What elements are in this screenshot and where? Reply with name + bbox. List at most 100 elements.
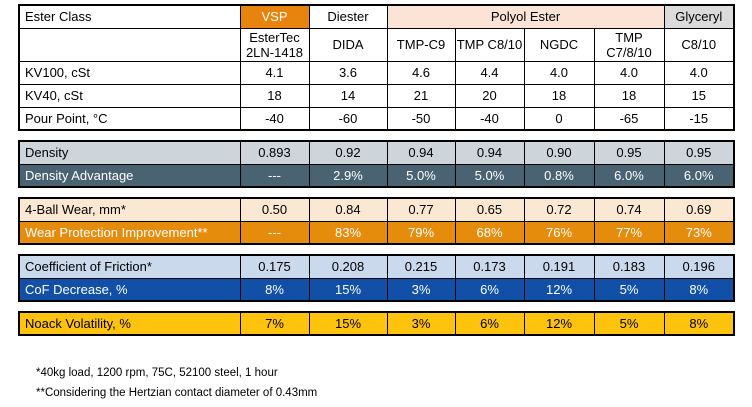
cell-coefficient-of-friction--tmp-c9: 0.215 xyxy=(386,254,456,279)
cell-pour-point-c--tmp-c9: -50 xyxy=(386,106,456,131)
cell-noack-volatility--c8-10: 8% xyxy=(663,311,735,336)
cell-4-ball-wear-mm--estertec-2ln-1418: 0.50 xyxy=(239,197,310,222)
product-header-row: EsterTec 2LN-1418 DIDA TMP-C9 TMP C8/10 NGDC… xyxy=(18,27,735,62)
table-row-density-advantage: Density Advantage --- 2.9% 5.0% 5.0% 0.8% 6.0%… xyxy=(18,163,735,188)
cell-pour-point-c--tmp-c7-8-10: -65 xyxy=(593,106,665,131)
column-header-c8-10: C8/10 xyxy=(663,27,735,62)
cell-cof-decrease--tmp-c9: 3% xyxy=(386,277,456,302)
cell-cof-decrease--ngdc: 12% xyxy=(523,277,595,302)
row-label-density: Density xyxy=(18,140,241,165)
row-label-cof-decrease: CoF Decrease, % xyxy=(18,277,241,302)
cell-cof-decrease--tmp-c7-8-10: 5% xyxy=(593,277,665,302)
cell-cof-decrease--tmp-c8-10: 6% xyxy=(454,277,525,302)
cell-kv40-cst--estertec-2ln-1418: 18 xyxy=(239,83,310,108)
cell-pour-point-c--tmp-c8-10: -40 xyxy=(454,106,525,131)
row-label-kv100-cst: KV100, cSt xyxy=(18,60,241,85)
cell-density-advantage--tmp-c9: 5.0% xyxy=(386,163,456,188)
column-group-polyol-ester: Polyol Ester xyxy=(386,4,665,29)
table-row-wear-protection-improvement: Wear Protection Improvement** --- 83% 79% 68… xyxy=(18,220,735,245)
cell-kv100-cst--ngdc: 4.0 xyxy=(523,60,595,85)
cell-noack-volatility--dida: 15% xyxy=(308,311,388,336)
cell-cof-decrease--estertec-2ln-1418: 8% xyxy=(239,277,310,302)
cell-density-advantage--estertec-2ln-1418: --- xyxy=(239,163,310,188)
row-label-wear-protection-improvement: Wear Protection Improvement** xyxy=(18,220,241,245)
cell-wear-protection-improvement--estertec-2ln-1418: --- xyxy=(239,220,310,245)
cell-coefficient-of-friction--tmp-c7-8-10: 0.183 xyxy=(593,254,665,279)
cell-density--tmp-c7-8-10: 0.95 xyxy=(593,140,665,165)
cell-pour-point-c--estertec-2ln-1418: -40 xyxy=(239,106,310,131)
table-row-kv100-cst: KV100, cSt 4.1 3.6 4.6 4.4 4.0 4.0 4.0 xyxy=(18,60,735,85)
column-header-tmp-c8-10: TMP C8/10 xyxy=(454,27,525,62)
cell-density--tmp-c9: 0.94 xyxy=(386,140,456,165)
cell-noack-volatility--estertec-2ln-1418: 7% xyxy=(239,311,310,336)
cell-density-advantage--tmp-c7-8-10: 6.0% xyxy=(593,163,665,188)
cell-noack-volatility--ngdc: 12% xyxy=(523,311,595,336)
table-row-kv40-cst: KV40, cSt 18 14 21 20 18 18 15 xyxy=(18,83,735,108)
cell-noack-volatility--tmp-c7-8-10: 5% xyxy=(593,311,665,336)
cell-pour-point-c--dida: -60 xyxy=(308,106,388,131)
cell-wear-protection-improvement--tmp-c7-8-10: 77% xyxy=(593,220,665,245)
column-group-vsp: VSP xyxy=(239,4,310,29)
cell-kv100-cst--tmp-c7-8-10: 4.0 xyxy=(593,60,665,85)
density-block: Density 0.893 0.92 0.94 0.94 0.90 0.95 0.95 Dens… xyxy=(18,140,735,188)
cell-wear-protection-improvement--tmp-c9: 79% xyxy=(386,220,456,245)
column-header-tmp-c7-8-10: TMP C7/8/10 xyxy=(593,27,665,62)
column-group-glyceryl: Glyceryl xyxy=(663,4,735,29)
cell-noack-volatility--tmp-c8-10: 6% xyxy=(454,311,525,336)
column-header-ngdc: NGDC xyxy=(523,27,595,62)
cell-kv100-cst--dida: 3.6 xyxy=(308,60,388,85)
cell-pour-point-c--ngdc: 0 xyxy=(523,106,595,131)
cell-coefficient-of-friction--tmp-c8-10: 0.173 xyxy=(454,254,525,279)
cell-cof-decrease--c8-10: 8% xyxy=(663,277,735,302)
viscosity-block: Ester Class VSP Diester Polyol Ester Glycery… xyxy=(18,4,735,131)
cell-kv40-cst--tmp-c8-10: 20 xyxy=(454,83,525,108)
table-row-pour-point-c: Pour Point, °C -40 -60 -50 -40 0 -65 -15 xyxy=(18,106,735,131)
cell-density--ngdc: 0.90 xyxy=(523,140,595,165)
table-row-cof-decrease: CoF Decrease, % 8% 15% 3% 6% 12% 5% 8% xyxy=(18,277,735,302)
cell-wear-protection-improvement--ngdc: 76% xyxy=(523,220,595,245)
cell-density-advantage--ngdc: 0.8% xyxy=(523,163,595,188)
cell-kv100-cst--tmp-c9: 4.6 xyxy=(386,60,456,85)
column-header-tmp-c9: TMP-C9 xyxy=(386,27,456,62)
cell-coefficient-of-friction--estertec-2ln-1418: 0.175 xyxy=(239,254,310,279)
cell-4-ball-wear-mm--c8-10: 0.69 xyxy=(663,197,735,222)
cell-kv40-cst--ngdc: 18 xyxy=(523,83,595,108)
row-label-4-ball-wear-mm: 4-Ball Wear, mm* xyxy=(18,197,241,222)
wear-block: 4-Ball Wear, mm* 0.50 0.84 0.77 0.65 0.72 0.74… xyxy=(18,197,735,245)
footnotes: *40kg load, 1200 rpm, 75C, 52100 steel, … xyxy=(36,367,317,407)
group-header-row: Ester Class VSP Diester Polyol Ester Glycery… xyxy=(18,4,735,29)
row-label-density-advantage: Density Advantage xyxy=(18,163,241,188)
footnote-hertzian-contact: **Considering the Hertzian contact diame… xyxy=(36,387,318,399)
cell-4-ball-wear-mm--tmp-c9: 0.77 xyxy=(386,197,456,222)
cell-4-ball-wear-mm--ngdc: 0.72 xyxy=(523,197,595,222)
cell-wear-protection-improvement--tmp-c8-10: 68% xyxy=(454,220,525,245)
cell-coefficient-of-friction--c8-10: 0.196 xyxy=(663,254,735,279)
header-ester-class: Ester Class xyxy=(18,4,241,29)
table-row-density: Density 0.893 0.92 0.94 0.94 0.90 0.95 0.95 xyxy=(18,140,735,165)
row-label-noack-volatility: Noack Volatility, % xyxy=(18,311,241,336)
volatility-block: Noack Volatility, % 7% 15% 3% 6% 12% 5% 8% xyxy=(18,311,735,336)
cell-kv40-cst--tmp-c7-8-10: 18 xyxy=(593,83,665,108)
cell-coefficient-of-friction--ngdc: 0.191 xyxy=(523,254,595,279)
table-row-4-ball-wear-mm: 4-Ball Wear, mm* 0.50 0.84 0.77 0.65 0.72 0.74… xyxy=(18,197,735,222)
row-label-kv40-cst: KV40, cSt xyxy=(18,83,241,108)
column-group-diester: Diester xyxy=(308,4,388,29)
row-label-coefficient-of-friction: Coefficient of Friction* xyxy=(18,254,241,279)
cell-density-advantage--tmp-c8-10: 5.0% xyxy=(454,163,525,188)
cell-density--c8-10: 0.95 xyxy=(663,140,735,165)
cell-kv100-cst--tmp-c8-10: 4.4 xyxy=(454,60,525,85)
cell-kv40-cst--tmp-c9: 21 xyxy=(386,83,456,108)
cell-4-ball-wear-mm--tmp-c8-10: 0.65 xyxy=(454,197,525,222)
cell-noack-volatility--tmp-c9: 3% xyxy=(386,311,456,336)
cell-coefficient-of-friction--dida: 0.208 xyxy=(308,254,388,279)
column-header-estertec-2ln-1418: EsterTec 2LN-1418 xyxy=(239,27,310,62)
cell-kv40-cst--c8-10: 15 xyxy=(663,83,735,108)
cell-kv40-cst--dida: 14 xyxy=(308,83,388,108)
cell-wear-protection-improvement--dida: 83% xyxy=(308,220,388,245)
cell-4-ball-wear-mm--tmp-c7-8-10: 0.74 xyxy=(593,197,665,222)
friction-block: Coefficient of Friction* 0.175 0.208 0.215 0… xyxy=(18,254,735,302)
cell-cof-decrease--dida: 15% xyxy=(308,277,388,302)
header-empty-cell xyxy=(18,27,241,62)
column-header-dida: DIDA xyxy=(308,27,388,62)
cell-density--dida: 0.92 xyxy=(308,140,388,165)
